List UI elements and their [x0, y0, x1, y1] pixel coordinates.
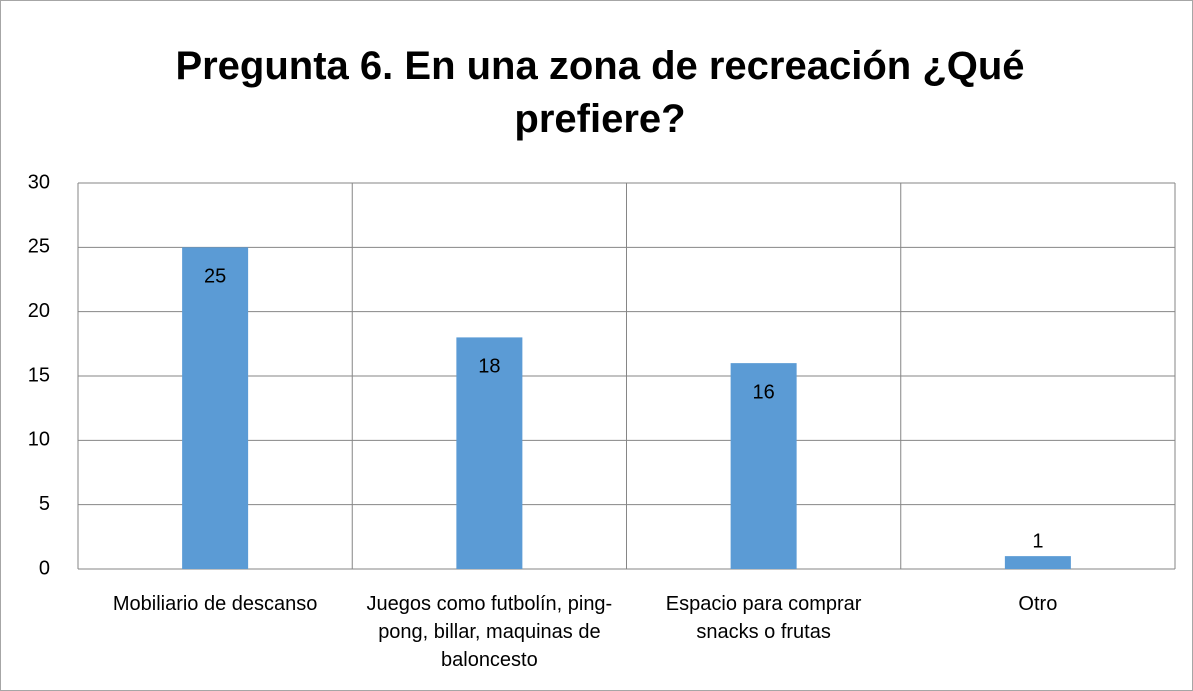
data-label: 18	[478, 356, 500, 378]
y-tick-label: 15	[28, 364, 50, 386]
y-tick-label: 20	[28, 300, 50, 322]
bar	[182, 247, 249, 570]
bar	[730, 363, 797, 569]
y-tick-label: 25	[28, 236, 50, 258]
y-tick-label: 30	[28, 171, 50, 193]
x-tick-label: Espacio para comprar snacks o frutas	[665, 593, 862, 643]
data-label: 1	[1032, 530, 1043, 552]
x-tick-label: Otro	[1018, 593, 1058, 615]
y-tick-label: 10	[28, 429, 50, 451]
x-tick-label: Mobiliario de descanso	[112, 593, 318, 615]
data-label: 16	[753, 381, 775, 403]
y-tick-label: 5	[39, 493, 50, 515]
bar	[456, 337, 523, 569]
bar	[1004, 556, 1071, 569]
data-label: 25	[204, 266, 226, 288]
y-tick-label: 0	[39, 557, 50, 579]
chart-title: Pregunta 6. En una zona de recreación ¿Q…	[175, 44, 1025, 141]
x-tick-label: Juegos como futbolín, ping-pong, billar,…	[366, 593, 613, 671]
